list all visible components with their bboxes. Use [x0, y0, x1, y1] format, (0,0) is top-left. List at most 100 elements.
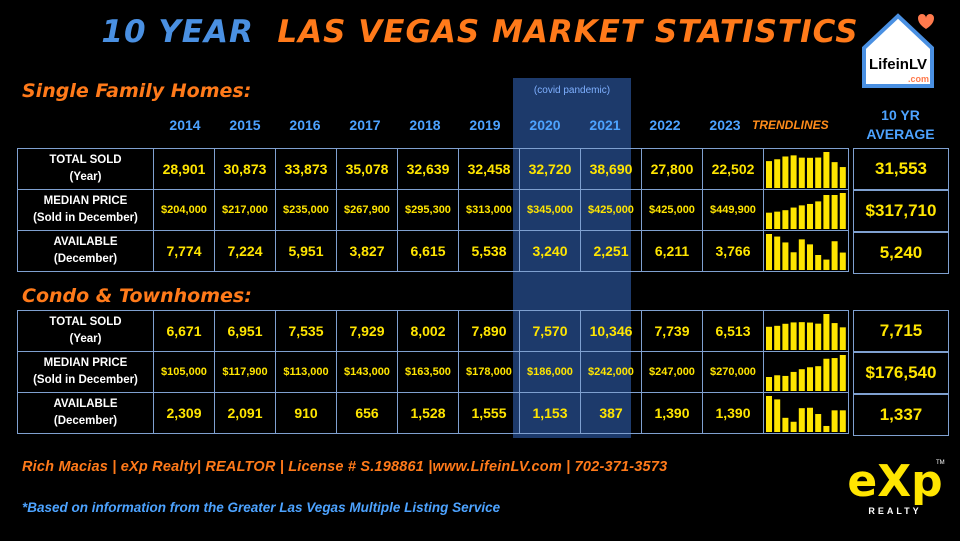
trend-bar-2015	[774, 236, 781, 270]
value-cell-2014: 28,901	[153, 148, 215, 190]
trend-bar-2020	[815, 366, 822, 391]
value-cell-2021: 10,346	[580, 310, 642, 352]
trend-bar-2014	[766, 377, 772, 391]
row-label-title: AVAILABLE	[53, 398, 118, 410]
trendline-cell	[763, 392, 849, 434]
value-cell-2014: 6,671	[153, 310, 215, 352]
value-cell-2023: 3,766	[702, 230, 764, 272]
value-cell-2020: $345,000	[519, 189, 581, 231]
value-cell-2018: 8,002	[397, 310, 459, 352]
trend-bar-2016	[782, 156, 789, 188]
year-header-2020: 2020	[529, 117, 561, 133]
trend-bar-2021	[823, 194, 830, 229]
year-header-2014: 2014	[169, 117, 201, 133]
trend-bar-2015	[774, 159, 781, 188]
table-row: TOTAL SOLD (Year) 28,901 30,873 33,873 35,078…	[17, 148, 849, 190]
trendline-cell	[763, 310, 849, 352]
single-family-table: TOTAL SOLD (Year) 28,901 30,873 33,873 35,078…	[17, 148, 849, 272]
value-cell-2022: $425,000	[641, 189, 703, 231]
trend-bar-2023	[839, 327, 846, 350]
trend-bar-2017	[790, 371, 797, 391]
value-cell-2022: $247,000	[641, 351, 703, 393]
value-cell-2021: 387	[580, 392, 642, 434]
trend-bar-2017	[790, 421, 797, 432]
value-cell-2021: $425,000	[580, 189, 642, 231]
lifeinlv-logo: LifeinLV .com	[858, 6, 940, 90]
footer-contact: Rich Macias | eXp Realty| REALTOR | Lice…	[22, 459, 668, 475]
trend-bar-2016	[782, 375, 789, 391]
trendlines-header: TRENDLINES	[752, 118, 829, 132]
trendline-cell	[763, 189, 849, 231]
trend-bar-2019	[807, 244, 813, 270]
trend-bar-2019	[807, 203, 813, 229]
trend-bar-2014	[766, 326, 772, 350]
value-cell-2019: 1,555	[458, 392, 520, 434]
trend-bar-2023	[839, 252, 846, 270]
trend-bar-2014	[766, 234, 772, 270]
value-cell-2022: 7,739	[641, 310, 703, 352]
year-header-2018: 2018	[409, 117, 441, 133]
trend-bar-2019	[807, 157, 813, 188]
trend-bar-2021	[823, 314, 830, 350]
value-cell-2022: 6,211	[641, 230, 703, 272]
trademark-text: TM	[936, 460, 945, 466]
page-title: 10 YEAR LAS VEGAS MARKET STATISTICS	[0, 14, 960, 50]
trend-bar-2020	[815, 157, 822, 188]
covid-note: (covid pandemic)	[533, 85, 611, 96]
title-part-2: LAS VEGAS MARKET STATISTICS	[277, 14, 859, 50]
value-cell-2019: 32,458	[458, 148, 520, 190]
realty-text: REALTY	[868, 506, 922, 516]
row-label-subtitle: (December)	[53, 253, 118, 265]
row-label: TOTAL SOLD (Year)	[17, 310, 154, 352]
value-cell-2015: $117,900	[214, 351, 276, 393]
value-cell-2015: $217,000	[214, 189, 276, 231]
title-part-1: 10 YEAR	[101, 14, 254, 50]
trend-bar-2018	[798, 239, 805, 270]
trend-bar-2021	[823, 358, 830, 391]
logo-subtext: .com	[908, 74, 930, 84]
trend-bar-2020	[815, 201, 822, 229]
trend-bar-2021	[823, 425, 830, 432]
value-cell-2019: $178,000	[458, 351, 520, 393]
trend-bar-2023	[839, 410, 846, 432]
value-cell-2022: 27,800	[641, 148, 703, 190]
year-header-2021: 2021	[589, 117, 621, 133]
trend-bar-2016	[782, 242, 789, 270]
value-cell-2018: 1,528	[397, 392, 459, 434]
trendline-chart	[766, 314, 846, 350]
footer-source-note: *Based on information from the Greater L…	[22, 500, 501, 515]
trend-bar-2015	[774, 211, 781, 229]
trend-bar-2023	[839, 355, 846, 391]
value-cell-2016: 33,873	[275, 148, 337, 190]
trendline-chart	[766, 355, 846, 391]
row-label-title: AVAILABLE	[53, 236, 118, 248]
trend-bar-2016	[782, 417, 789, 432]
average-value: $176,540	[853, 352, 949, 394]
value-cell-2014: 2,309	[153, 392, 215, 434]
value-cell-2018: 32,639	[397, 148, 459, 190]
row-label: AVAILABLE (December)	[17, 392, 154, 434]
trend-bar-2019	[807, 407, 813, 432]
trendline-chart	[766, 234, 846, 270]
value-cell-2018: 6,615	[397, 230, 459, 272]
row-label-title: MEDIAN PRICE	[43, 357, 128, 369]
row-label-subtitle: (Sold in December)	[33, 212, 138, 224]
logo-main-text: LifeinLV	[868, 56, 928, 73]
table-row: MEDIAN PRICE (Sold in December) $105,000 $1…	[17, 351, 849, 393]
trendline-cell	[763, 230, 849, 272]
row-label: TOTAL SOLD (Year)	[17, 148, 154, 190]
house-logo-icon	[862, 13, 934, 88]
value-cell-2020: 7,570	[519, 310, 581, 352]
trend-bar-2016	[782, 323, 789, 350]
trend-bar-2018	[798, 369, 805, 391]
trend-bar-2017	[790, 207, 797, 229]
year-header-2015: 2015	[229, 117, 261, 133]
trendline-chart	[766, 396, 846, 432]
trend-bar-2015	[774, 399, 781, 432]
value-cell-2021: $242,000	[580, 351, 642, 393]
value-cell-2020: $186,000	[519, 351, 581, 393]
exp-realty-logo: eXp REALTY TM	[840, 460, 950, 517]
trend-bar-2023	[839, 167, 846, 188]
value-cell-2022: 1,390	[641, 392, 703, 434]
trend-bar-2021	[823, 152, 830, 188]
